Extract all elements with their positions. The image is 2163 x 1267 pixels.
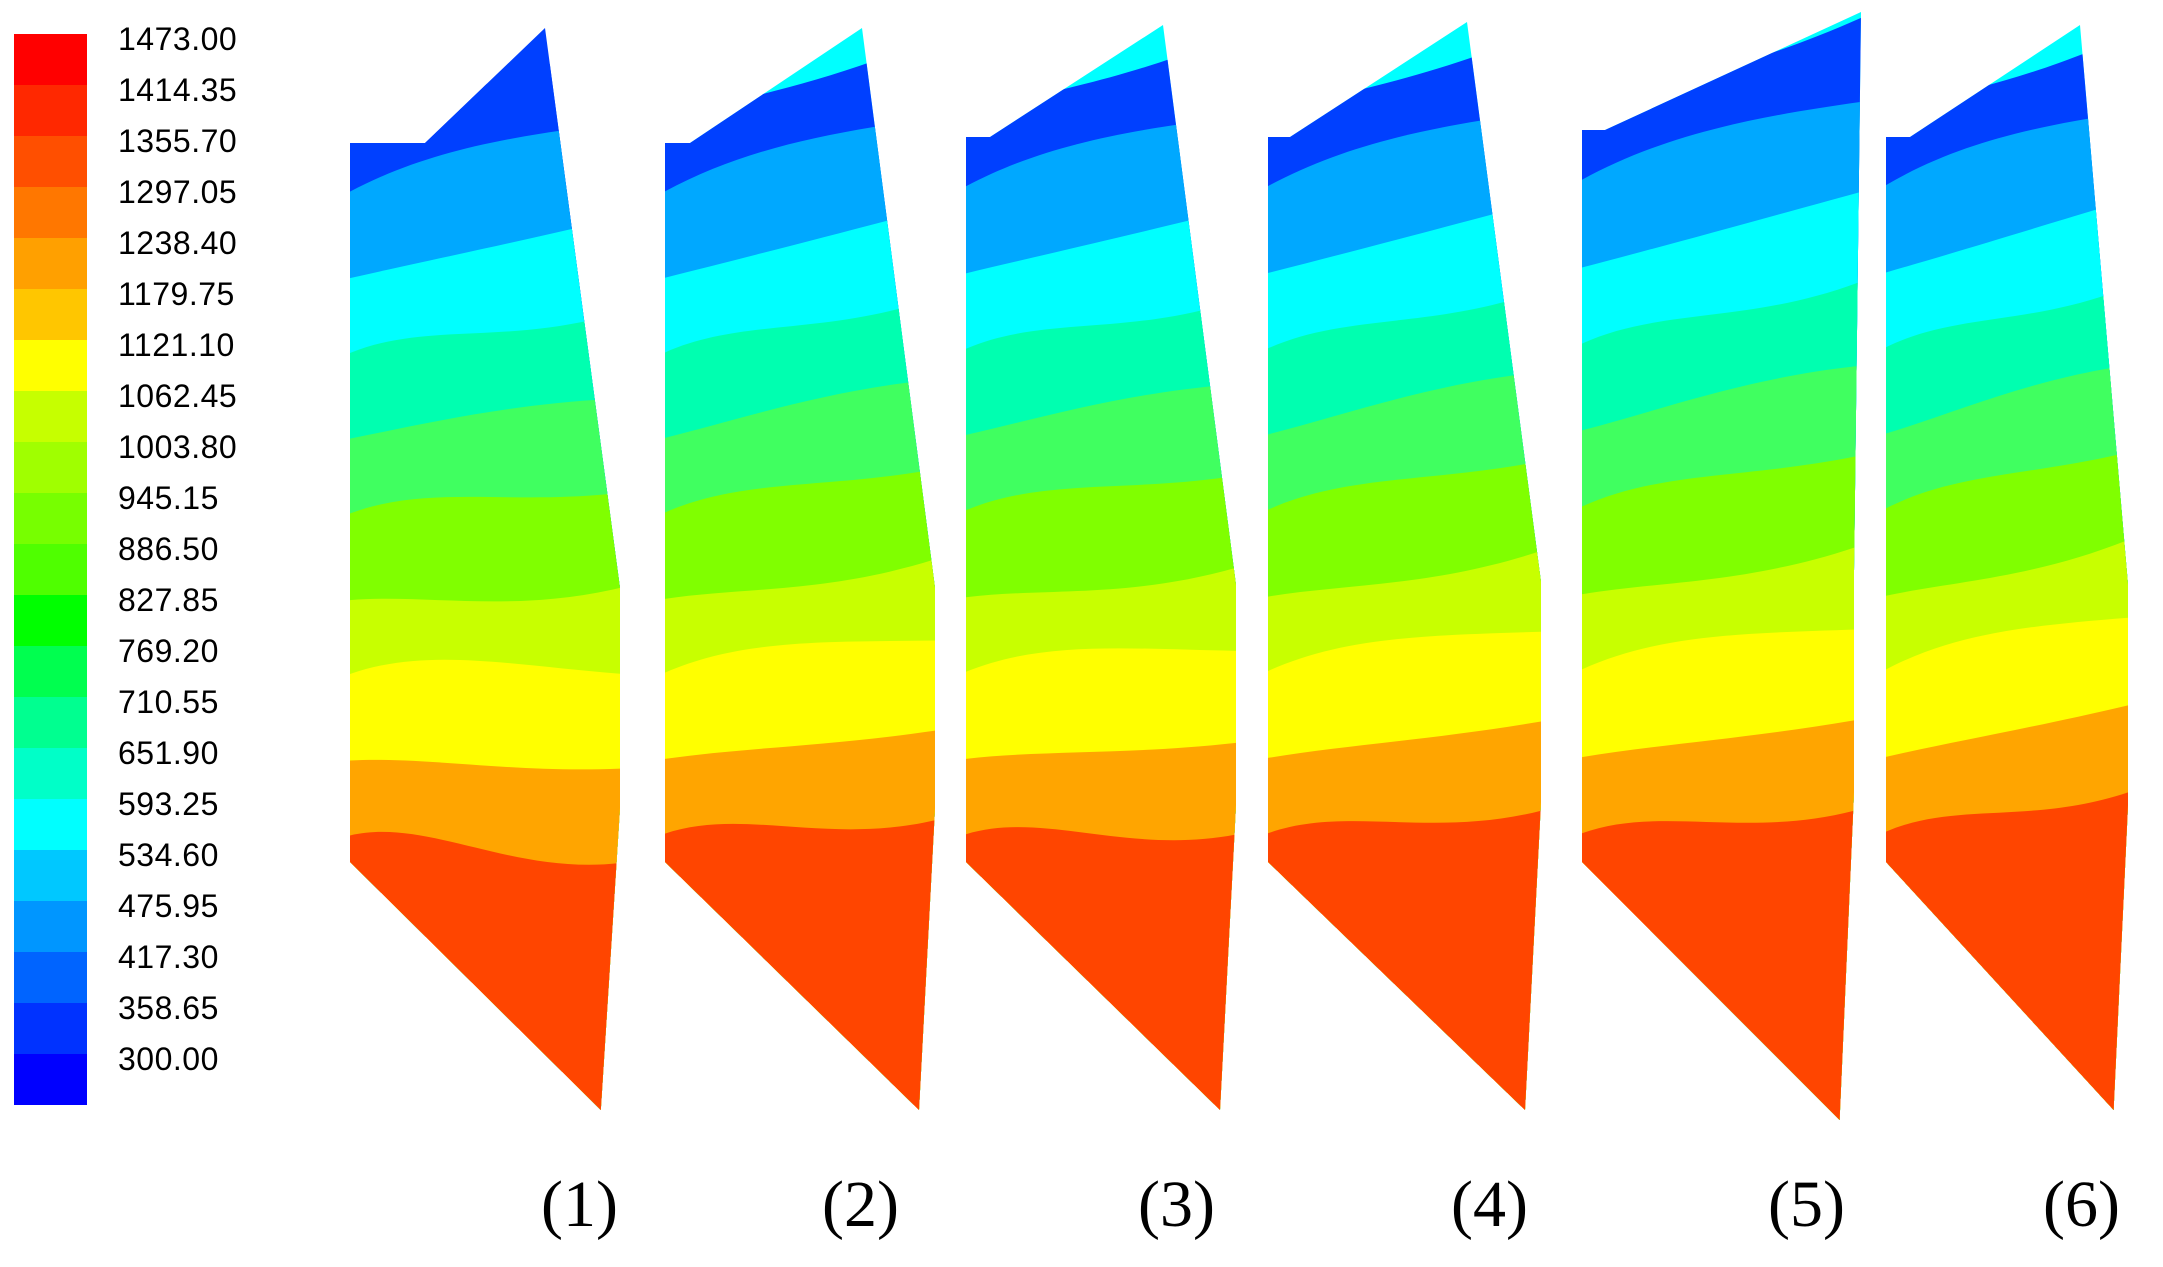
legend-tick-label: 358.65	[118, 990, 219, 1026]
legend-swatch	[14, 85, 87, 136]
legend-tick-label: 827.85	[118, 582, 219, 618]
legend-swatch	[14, 901, 87, 952]
panel-label-1: (1)	[541, 1168, 618, 1241]
panel-label-6: (6)	[2043, 1168, 2120, 1241]
legend-tick-label: 945.15	[118, 480, 219, 516]
contour-panel-4	[1268, 22, 1541, 1110]
legend-swatch	[14, 34, 87, 85]
contour-band	[1268, 805, 1541, 1110]
contour-band	[665, 815, 935, 1110]
legend-colorbar	[14, 34, 87, 1105]
contour-panel-5	[1582, 12, 1861, 1120]
color-legend: 1473.00 1414.35 1355.70 1297.05 1238.40 …	[0, 0, 300, 1105]
legend-tick-label: 300.00	[118, 1041, 219, 1077]
legend-swatch	[14, 493, 87, 544]
legend-swatch	[14, 187, 87, 238]
legend-swatch	[14, 697, 87, 748]
panel-label-2: (2)	[822, 1168, 899, 1241]
legend-tick-label: 1062.45	[118, 378, 238, 414]
legend-swatch	[14, 646, 87, 697]
contour-band	[1886, 785, 2128, 1110]
legend-tick-label: 1297.05	[118, 174, 238, 210]
contour-band	[966, 827, 1236, 1110]
legend-swatch	[14, 238, 87, 289]
legend-tick-label: 417.30	[118, 939, 219, 975]
contour-panel-1	[350, 28, 620, 1110]
legend-swatch	[14, 952, 87, 1003]
legend-tick-label: 1355.70	[118, 123, 238, 159]
legend-tick-label: 1473.00	[118, 21, 238, 57]
contour-band	[350, 831, 620, 1110]
legend-tick-label: 1003.80	[118, 429, 238, 465]
legend-tick-label: 710.55	[118, 684, 219, 720]
legend-swatch	[14, 544, 87, 595]
legend-labels: 1473.00 1414.35 1355.70 1297.05 1238.40 …	[0, 0, 300, 1080]
legend-tick-label: 886.50	[118, 531, 219, 567]
panel-label-4: (4)	[1451, 1168, 1528, 1241]
contour-panel-2	[665, 28, 935, 1110]
legend-tick-label: 1238.40	[118, 225, 238, 261]
legend-tick-label: 1414.35	[118, 72, 238, 108]
contour-band	[1582, 805, 1861, 1120]
legend-tick-label: 593.25	[118, 786, 219, 822]
legend-tick-label: 651.90	[118, 735, 219, 771]
legend-swatch	[14, 799, 87, 850]
legend-swatch	[14, 1054, 87, 1105]
legend-tick-label: 475.95	[118, 888, 219, 924]
legend-swatch	[14, 1003, 87, 1054]
legend-tick-label: 1121.10	[118, 327, 235, 363]
legend-swatch	[14, 442, 87, 493]
legend-swatch	[14, 340, 87, 391]
legend-swatch	[14, 136, 87, 187]
legend-swatch	[14, 748, 87, 799]
contour-panel-6	[1886, 25, 2128, 1110]
panel-label-3: (3)	[1138, 1168, 1215, 1241]
legend-tick-label: 534.60	[118, 837, 219, 873]
contour-panel-3	[966, 25, 1236, 1110]
legend-tick-label: 1179.75	[118, 276, 235, 312]
legend-swatch	[14, 850, 87, 901]
legend-tick-label: 769.20	[118, 633, 219, 669]
legend-swatch	[14, 289, 87, 340]
legend-swatch	[14, 391, 87, 442]
legend-swatch	[14, 595, 87, 646]
panel-label-5: (5)	[1768, 1168, 1845, 1241]
